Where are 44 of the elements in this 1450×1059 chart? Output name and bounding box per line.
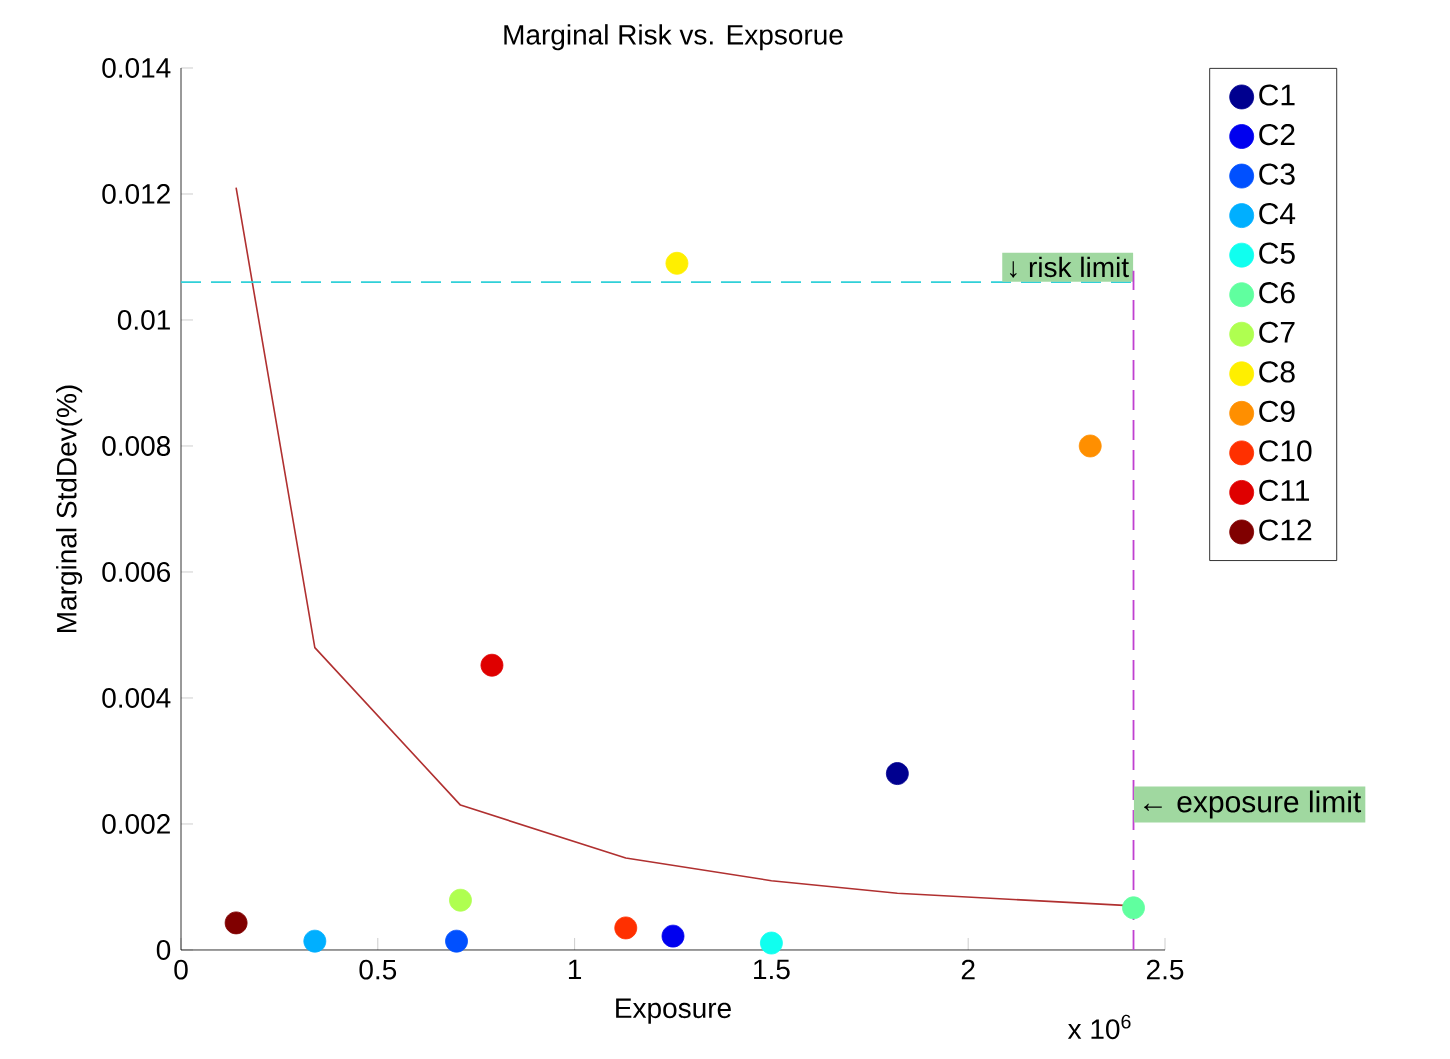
legend-label: C12 [1259,519,1312,541]
point [449,888,472,912]
legend-label: C9 [1259,400,1295,422]
text: x 10$^{6}$ [1067,1014,1131,1040]
legend-label: C4 [1259,203,1296,225]
point [885,762,909,785]
x-tick-label: 0 [174,959,188,980]
legend-label: C10 [1259,440,1312,462]
point [614,916,638,940]
legend-label: C2 [1259,123,1295,146]
point [661,924,685,948]
x-tick-label: 2.5 [1146,959,1184,980]
point [760,931,783,955]
legend-label: C1 [1259,84,1295,106]
y-axis-title: Marginal StdDev(%) [56,385,83,632]
legend-label: C6 [1259,282,1295,304]
x-tick-label: 2 [961,959,975,980]
point [1078,434,1102,458]
ref-line-label: ← exposure limit [1144,790,1362,819]
chart-title: Marginal Risk vs. Expsorue [504,24,843,51]
legend-label: C7 [1259,321,1295,343]
point [665,251,689,275]
legend-label: C5 [1259,242,1295,264]
y-tick-label: 0.008 [102,436,171,456]
x-tick-label: 1.5 [754,959,790,980]
x-tick-label: 0.5 [359,959,397,980]
x-tick-label: 1 [568,959,582,979]
point [1122,896,1145,920]
y-tick-label: 0.006 [102,562,171,582]
y-tick-label: 0.014 [102,58,171,78]
y-tick-label: 0.012 [102,184,170,204]
point [445,929,468,953]
point [303,929,327,953]
legend-label: C11 [1259,479,1310,502]
y-tick-label: 0.01 [117,310,170,330]
y-tick-label: 0.004 [102,688,171,708]
legend-label: C8 [1259,361,1295,383]
y-tick-label: 0.002 [102,814,170,834]
point [224,911,248,935]
y-tick-label: 0 [156,940,171,960]
ref-line-label: ↓ risk limit [1009,256,1129,278]
legend-label: C3 [1259,163,1295,185]
x-axis-title: Exposure [616,998,731,1024]
point [480,653,504,677]
